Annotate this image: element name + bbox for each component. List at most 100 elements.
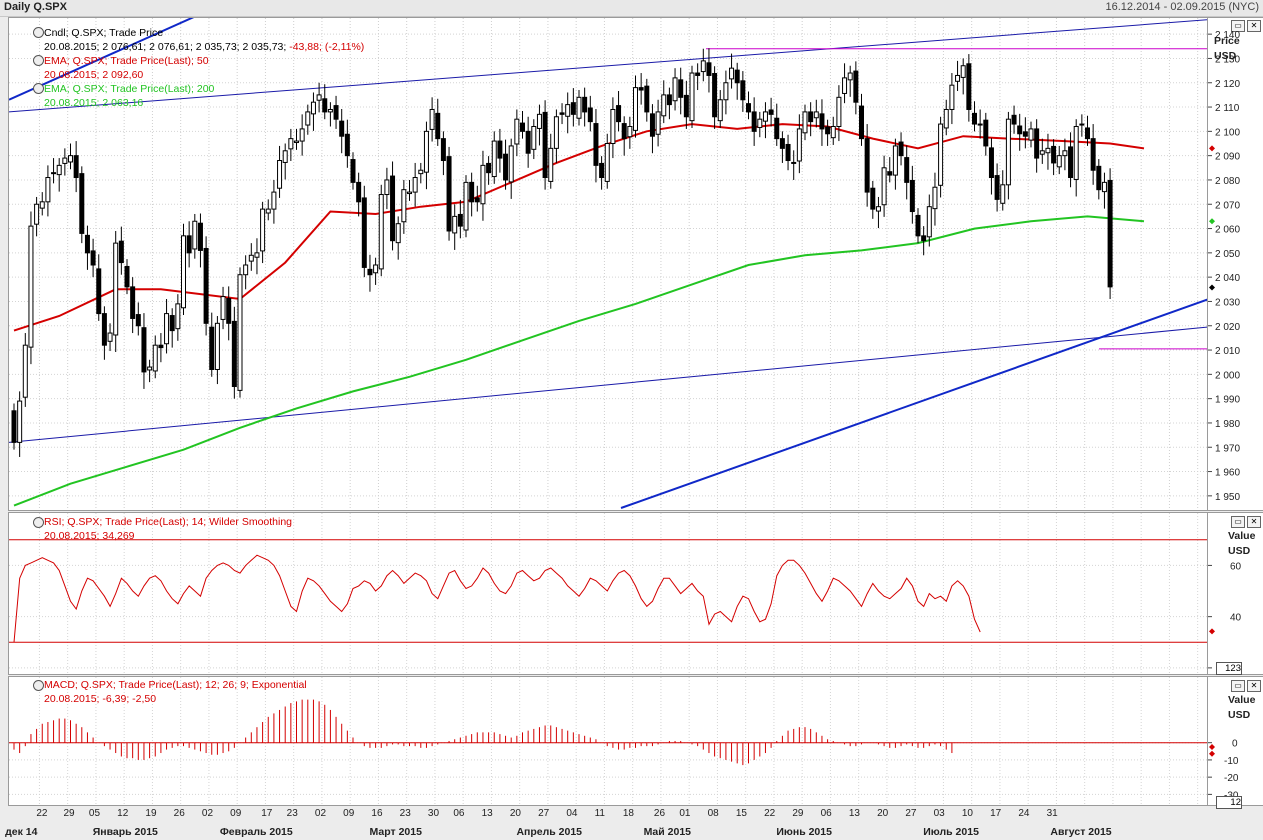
candle-up bbox=[147, 366, 153, 371]
candle-down bbox=[988, 147, 994, 179]
candle-up bbox=[316, 94, 322, 101]
support-trend-line bbox=[620, 298, 1207, 509]
candle-down bbox=[446, 156, 452, 232]
candle-up bbox=[553, 116, 559, 149]
candle-down bbox=[819, 113, 825, 130]
x-day-label: 05 bbox=[88, 808, 101, 819]
candle-up bbox=[762, 111, 768, 122]
time-axis[interactable]: 22 29 05 12 19 26 02 09 17 23 02 09 16 23 30 06 13 20 27 04… bbox=[5, 806, 1208, 840]
price-axis-title: Price bbox=[1214, 35, 1240, 47]
candle-down bbox=[582, 96, 588, 113]
candle-up bbox=[536, 113, 542, 129]
candle-down bbox=[11, 410, 17, 443]
x-day-label: 12 bbox=[117, 808, 129, 819]
candle-up bbox=[796, 128, 802, 162]
candle-up bbox=[1073, 125, 1079, 180]
candle-up bbox=[830, 125, 836, 139]
candle-up bbox=[310, 101, 316, 115]
rsi-axis-box[interactable]: 123 bbox=[1216, 662, 1242, 675]
rsi-axis-unit: USD bbox=[1228, 545, 1251, 557]
restore-pane-button[interactable]: ▭ bbox=[1231, 20, 1245, 32]
candle-down bbox=[649, 113, 655, 137]
x-day-label: 23 bbox=[286, 808, 298, 819]
legend-candle-ohlc: 20.08.2015; 2 076,61; 2 076,61; 2 035,73… bbox=[44, 41, 287, 53]
candle-up bbox=[842, 77, 848, 94]
price-tick-label: 2 010 bbox=[1215, 346, 1240, 357]
candle-up bbox=[299, 128, 305, 142]
ema50-legend-icon[interactable] bbox=[33, 55, 44, 66]
candle-up bbox=[729, 67, 735, 80]
candle-down bbox=[706, 62, 712, 76]
x-day-label: 23 bbox=[399, 808, 411, 819]
candle-up bbox=[51, 172, 57, 175]
price-tick-label: 2 090 bbox=[1215, 152, 1240, 163]
close-rsi-button[interactable]: ✕ bbox=[1247, 516, 1261, 528]
ema200-legend-icon[interactable] bbox=[33, 83, 44, 94]
legend-rsi-name: RSI; Q.SPX; Trade Price(Last); 14; Wilde… bbox=[44, 516, 293, 528]
candle-up bbox=[62, 157, 68, 164]
price-tick-label: 2 030 bbox=[1215, 297, 1240, 308]
price-tick-label: 2 130 bbox=[1215, 54, 1240, 65]
rsi-legend-icon[interactable] bbox=[33, 517, 44, 528]
price-tick-label: 2 140 bbox=[1215, 30, 1240, 41]
candle-down bbox=[1090, 138, 1096, 171]
x-day-label: 26 bbox=[173, 808, 185, 819]
rsi-window-buttons: ▭ ✕ bbox=[1231, 516, 1261, 528]
candle-up bbox=[531, 125, 537, 150]
candle-down bbox=[520, 122, 525, 132]
price-tick-label: 2 110 bbox=[1215, 103, 1240, 114]
macd-axis-box[interactable]: 12 bbox=[1216, 796, 1242, 809]
restore-macd-button[interactable]: ▭ bbox=[1231, 680, 1245, 692]
candle-up bbox=[926, 206, 932, 238]
rsi-pane[interactable] bbox=[8, 512, 1208, 675]
candle-down bbox=[621, 123, 627, 140]
candle-down bbox=[209, 326, 215, 370]
candle-down bbox=[390, 175, 396, 242]
candle-down bbox=[124, 265, 130, 288]
close-pane-button[interactable]: ✕ bbox=[1247, 20, 1261, 32]
candle-up bbox=[248, 254, 254, 262]
legend-candle-change: -43,88; (-2,11%) bbox=[289, 41, 365, 53]
candle-up bbox=[672, 77, 678, 102]
x-month-label: Июль 2015 bbox=[923, 826, 979, 838]
candle-legend-icon[interactable] bbox=[33, 27, 44, 38]
candle-down bbox=[994, 175, 1000, 200]
macd-legend-icon[interactable] bbox=[33, 680, 44, 691]
legend-macd-values: 20.08.2015; -6,39; -2,50 bbox=[44, 693, 157, 705]
candle-down bbox=[683, 94, 689, 118]
macd-pane[interactable] bbox=[8, 676, 1208, 806]
close-macd-button[interactable]: ✕ bbox=[1247, 680, 1261, 692]
candle-up bbox=[548, 147, 554, 182]
candle-up bbox=[480, 164, 486, 205]
restore-rsi-button[interactable]: ▭ bbox=[1231, 516, 1245, 528]
price-pane[interactable] bbox=[8, 17, 1208, 511]
candle-down bbox=[361, 197, 367, 268]
candle-up bbox=[277, 160, 283, 189]
candle-down bbox=[587, 107, 593, 123]
candle-down bbox=[356, 181, 362, 203]
candle-down bbox=[497, 140, 503, 159]
macd-tick-label: -10 bbox=[1224, 756, 1239, 767]
macd-tick-label: -20 bbox=[1224, 773, 1239, 784]
candle-up bbox=[813, 111, 819, 119]
candle-up bbox=[429, 108, 435, 130]
x-day-label: 02 bbox=[201, 808, 214, 819]
candle-up bbox=[412, 177, 418, 193]
candle-up bbox=[508, 145, 514, 183]
candle-down bbox=[186, 235, 192, 254]
x-day-label: 06 bbox=[820, 808, 832, 819]
candle-down bbox=[333, 105, 339, 120]
candle-up bbox=[373, 264, 379, 274]
candle-down bbox=[474, 197, 480, 203]
candle-up bbox=[39, 201, 45, 209]
candle-up bbox=[418, 169, 424, 175]
candle-up bbox=[1028, 128, 1034, 141]
candle-down bbox=[870, 187, 876, 210]
macd-window-buttons: ▭ ✕ bbox=[1231, 680, 1261, 692]
candle-down bbox=[678, 79, 684, 98]
candle-down bbox=[226, 298, 232, 324]
macd-chart-svg bbox=[9, 677, 1207, 805]
candle-down bbox=[921, 235, 927, 242]
x-day-label: 16 bbox=[371, 808, 383, 819]
lower-channel-line bbox=[9, 326, 1207, 443]
